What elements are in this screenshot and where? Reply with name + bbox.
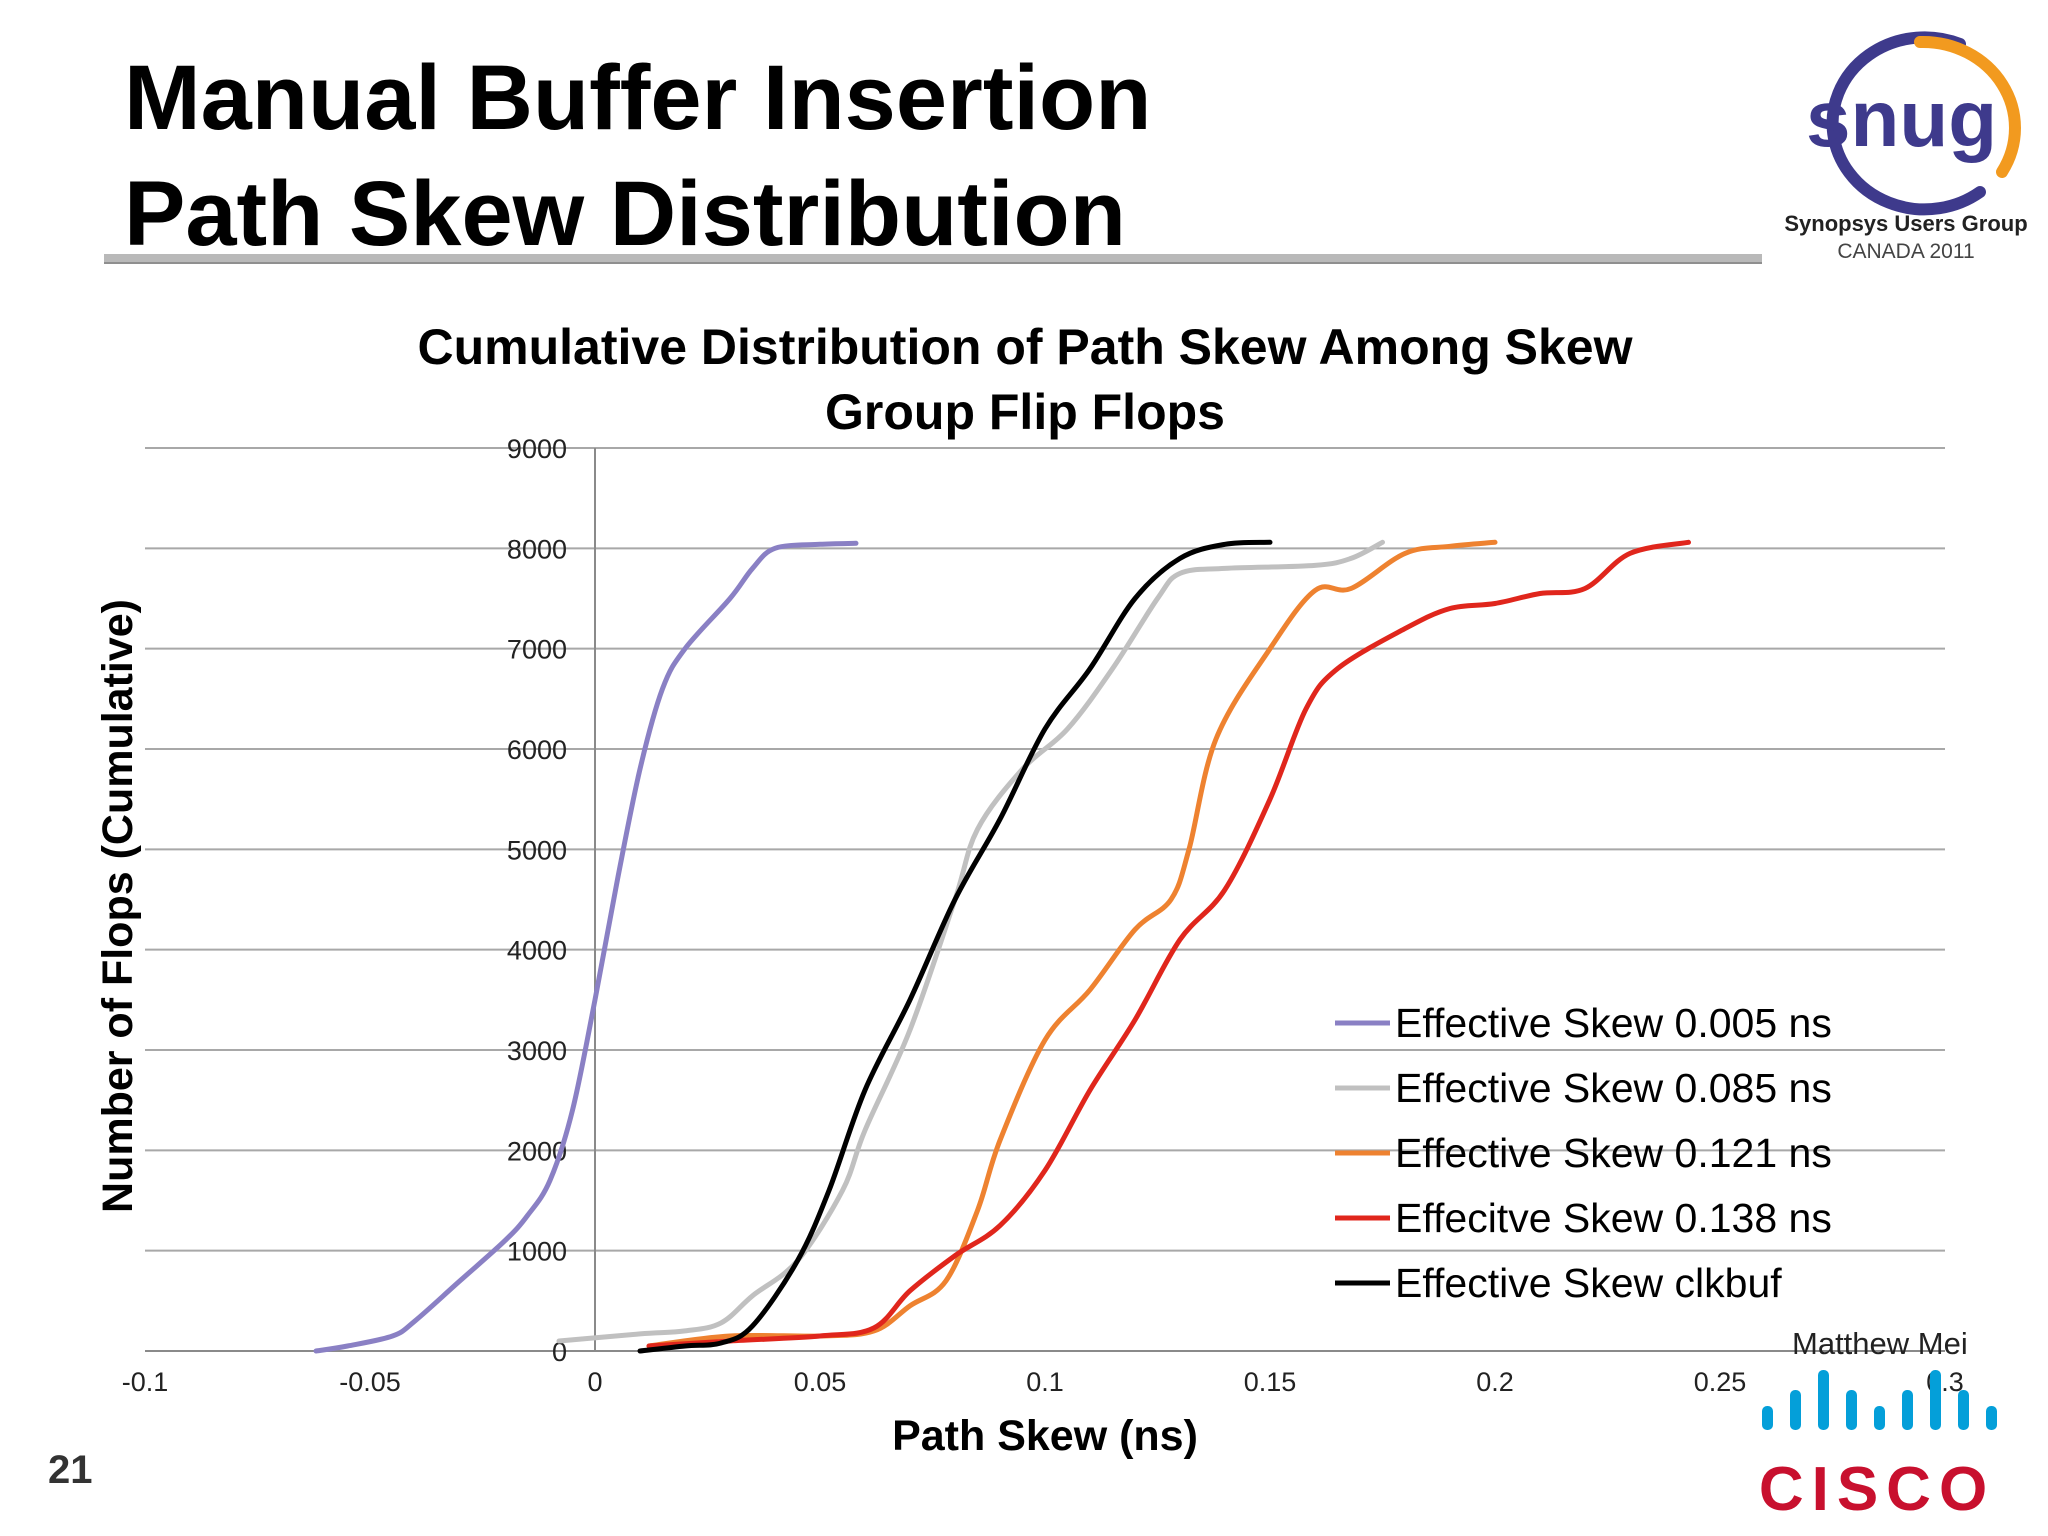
cisco-logo-text: CISCO bbox=[1759, 1455, 1995, 1520]
x-tick-label: 0 bbox=[587, 1367, 602, 1397]
chart-legend: Effective Skew 0.005 ns Effective Skew 0.… bbox=[1335, 1000, 1832, 1306]
y-tick-label: 9000 bbox=[507, 434, 567, 464]
y-tick-label: 0 bbox=[552, 1337, 567, 1367]
slide-title: Manual Buffer Insertion Path Skew Distri… bbox=[124, 40, 1151, 272]
author-name: Matthew Mei bbox=[1792, 1326, 1968, 1361]
series-line-2 bbox=[556, 539, 1385, 1344]
legend-label: Effective Skew 0.005 ns bbox=[1395, 1000, 1832, 1046]
snug-logo: snug bbox=[1806, 31, 2021, 216]
x-tick-label: -0.05 bbox=[339, 1367, 401, 1397]
series-line-4 bbox=[646, 539, 1691, 1349]
y-tick-label: 5000 bbox=[507, 835, 567, 865]
chart-title-line-1: Cumulative Distribution of Path Skew Amo… bbox=[418, 319, 1633, 375]
y-tick-label: 3000 bbox=[507, 1036, 567, 1066]
series-line-3 bbox=[646, 539, 1498, 1349]
snug-logo-text: snug bbox=[1806, 74, 1997, 163]
y-tick-label: 8000 bbox=[507, 534, 567, 564]
x-tick-label: 0.25 bbox=[1694, 1367, 1747, 1397]
cisco-bars-icon bbox=[1762, 1370, 1997, 1430]
legend-label: Effective Skew 0.121 ns bbox=[1395, 1130, 1832, 1176]
snug-subtitle-group: Synopsys Users Group bbox=[1784, 211, 2028, 236]
x-tick-label: 0.2 bbox=[1476, 1367, 1514, 1397]
page-number: 21 bbox=[48, 1448, 93, 1492]
legend-label: Effective Skew clkbuf bbox=[1395, 1260, 1782, 1306]
snug-subtitle: Synopsys Users Group CANADA 2011 bbox=[1760, 210, 2048, 266]
legend-label: Effecitve Skew 0.138 ns bbox=[1395, 1195, 1832, 1241]
slide-title-line-2: Path Skew Distribution bbox=[124, 163, 1126, 265]
chart-series bbox=[313, 539, 1691, 1354]
slide-title-line-1: Manual Buffer Insertion bbox=[124, 47, 1152, 149]
y-axis-label: Number of Flops (Cumulative) bbox=[94, 599, 142, 1213]
snug-ring-icon bbox=[1826, 31, 2021, 216]
snug-subtitle-event: CANADA 2011 bbox=[1837, 240, 1975, 263]
x-tick-label: 0.15 bbox=[1244, 1367, 1297, 1397]
x-tick-labels: -0.1 -0.05 0 0.05 0.1 0.15 0.2 0.25 0.3 bbox=[122, 1367, 1964, 1397]
y-tick-label: 1000 bbox=[507, 1237, 567, 1267]
series-line-1 bbox=[313, 540, 859, 1354]
y-tick-label: 7000 bbox=[507, 635, 567, 665]
x-tick-label: 0.1 bbox=[1026, 1367, 1064, 1397]
cisco-logo: CISCO bbox=[1759, 1370, 1997, 1520]
y-tick-label: 6000 bbox=[507, 735, 567, 765]
chart-title-line-2: Group Flip Flops bbox=[825, 384, 1225, 440]
series-line-5 bbox=[637, 539, 1273, 1354]
legend-label: Effective Skew 0.085 ns bbox=[1395, 1065, 1832, 1111]
title-divider bbox=[104, 254, 1762, 264]
x-tick-label: -0.1 bbox=[122, 1367, 169, 1397]
x-tick-label: 0.05 bbox=[794, 1367, 847, 1397]
x-axis-label: Path Skew (ns) bbox=[892, 1412, 1198, 1460]
y-tick-label: 4000 bbox=[507, 936, 567, 966]
